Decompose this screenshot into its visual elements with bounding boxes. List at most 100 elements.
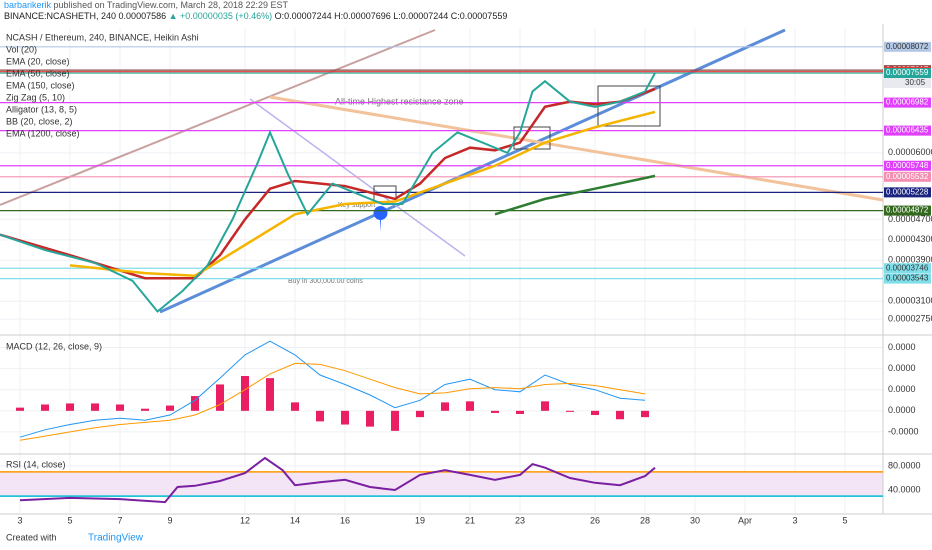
level-box xyxy=(884,263,931,274)
y-tick-label: 0.00004300 xyxy=(888,234,932,244)
level-box xyxy=(884,41,931,52)
header: barbarikerik published on TradingView.co… xyxy=(4,0,928,22)
trend-line xyxy=(269,95,884,202)
trend-line xyxy=(0,29,436,206)
x-tick-label: 26 xyxy=(590,515,600,525)
change: ▲ +0.00000035 (+0.46%) xyxy=(168,11,273,21)
histogram-bar xyxy=(641,410,649,418)
x-tick-label: 3 xyxy=(17,515,22,525)
histogram-bar xyxy=(591,410,599,416)
x-tick-label: 30 xyxy=(690,515,700,525)
indicator-line xyxy=(494,174,656,216)
indicator-line xyxy=(0,87,656,280)
histogram-bar xyxy=(116,404,124,411)
y-tick-label: -0.0000 xyxy=(888,426,919,436)
legend-entry: Vol (20) xyxy=(6,44,37,54)
x-tick-label: 5 xyxy=(67,515,72,525)
y-tick-label: 80.0000 xyxy=(888,460,921,470)
level-box xyxy=(884,273,931,284)
pane-title: MACD (12, 26, close, 9) xyxy=(6,341,102,351)
histogram-bar xyxy=(316,410,324,422)
x-tick-label: 5 xyxy=(842,515,847,525)
x-tick-label: 7 xyxy=(117,515,122,525)
histogram-bar xyxy=(366,410,374,427)
histogram-bar xyxy=(491,410,499,413)
legend-entry: EMA (1200, close) xyxy=(6,128,80,138)
level-label: 0.00005748 xyxy=(886,161,929,170)
level-box xyxy=(884,205,931,216)
histogram-bar xyxy=(141,408,149,411)
footer-brand[interactable]: TradingView xyxy=(88,533,144,544)
indicator-line xyxy=(69,110,656,277)
price-line xyxy=(19,456,656,504)
histogram-bar xyxy=(516,410,524,414)
author[interactable]: barbarikerik xyxy=(4,0,52,10)
legend-entry: BB (20, close, 2) xyxy=(6,116,73,126)
level-label: 0.00006982 xyxy=(886,98,929,107)
histogram-bar xyxy=(291,402,299,411)
x-tick-label: 23 xyxy=(515,515,525,525)
histogram-bar xyxy=(191,396,199,411)
x-tick-label: 3 xyxy=(792,515,797,525)
histogram-bar xyxy=(166,405,174,411)
x-tick-label: 28 xyxy=(640,515,650,525)
level-box xyxy=(884,68,931,79)
histogram-bar xyxy=(16,407,24,411)
pane xyxy=(0,152,883,320)
legend-entry: Alligator (13, 8, 5) xyxy=(6,104,77,114)
y-tick-label: 0.00004700 xyxy=(888,214,932,224)
y-tick-label: 0.0000 xyxy=(888,405,916,415)
price: 0.00007586 xyxy=(118,11,167,21)
histogram-bar xyxy=(66,403,74,411)
level-box xyxy=(884,160,931,171)
level-label: 0.00007559 xyxy=(886,68,929,77)
histogram-bar xyxy=(416,410,424,418)
level-box xyxy=(884,171,931,182)
x-tick-label: 14 xyxy=(290,515,300,525)
y-tick-label: 0.00006000 xyxy=(888,147,932,157)
x-tick-label: Apr xyxy=(738,515,752,525)
ohlc: O:0.00007244 H:0.00007696 L:0.00007244 C… xyxy=(274,11,508,21)
legend-entry: Zig Zag (5, 10) xyxy=(6,92,65,102)
x-tick-label: 21 xyxy=(465,515,475,525)
x-tick-label: 16 xyxy=(340,515,350,525)
rsi-band xyxy=(0,471,883,497)
annotation: Buy in 300,000.00 coins xyxy=(288,278,363,285)
pane-title: NCASH / Ethereum, 240, BINANCE, Heikin A… xyxy=(6,32,199,42)
histogram-bar xyxy=(41,404,49,411)
level-box xyxy=(884,187,931,198)
level-label: 0.00003746 xyxy=(886,263,929,272)
histogram-bar xyxy=(616,410,624,420)
level-label: 0.00005228 xyxy=(886,187,929,196)
level-box xyxy=(884,97,931,108)
publish-line: barbarikerik published on TradingView.co… xyxy=(4,0,928,11)
histogram-bar xyxy=(341,410,349,425)
x-tick-label: 12 xyxy=(240,515,250,525)
published: published on TradingView.com, March 28, … xyxy=(53,0,289,10)
histogram-bar xyxy=(241,376,249,411)
countdown: 30:05 xyxy=(905,78,926,87)
pane xyxy=(0,465,883,497)
level-label: 0.00008072 xyxy=(886,42,929,51)
histogram-bar xyxy=(266,378,274,411)
legend-entry: EMA (50, close) xyxy=(6,68,70,78)
legend-entry: EMA (20, close) xyxy=(6,56,70,66)
marker xyxy=(373,206,388,232)
y-tick-label: 0.0000 xyxy=(888,342,916,352)
indicator-line xyxy=(19,340,646,438)
price-line xyxy=(0,72,656,313)
indicator-line xyxy=(19,362,646,441)
y-tick-label: 0.0000 xyxy=(888,363,916,373)
histogram-bar xyxy=(566,410,574,412)
level-label: 0.00004872 xyxy=(886,206,929,215)
countdown-box xyxy=(884,78,931,89)
symbol: BINANCE:NCASHETH, 240 xyxy=(4,11,117,21)
footer-created: Created with xyxy=(6,532,57,542)
x-tick-label: 9 xyxy=(167,515,172,525)
pane-title: RSI (14, close) xyxy=(6,459,66,469)
histogram-bar xyxy=(466,401,474,411)
trend-line xyxy=(249,98,466,257)
y-tick-label: 40.0000 xyxy=(888,484,921,494)
level-label: 0.00006435 xyxy=(886,126,929,135)
